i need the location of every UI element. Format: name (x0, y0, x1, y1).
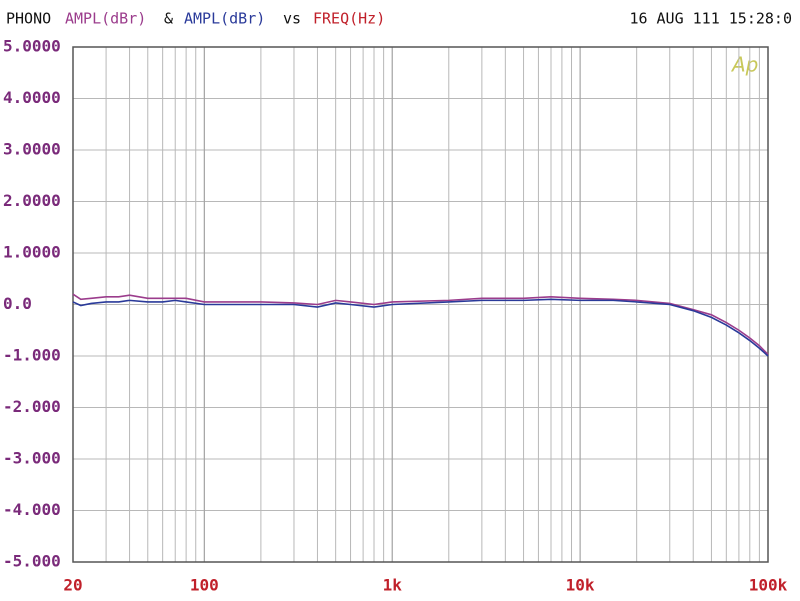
versus: vs (283, 10, 301, 28)
y-tick-label: 3.0000 (3, 140, 61, 159)
y-tick-label: -1.000 (3, 346, 61, 365)
y-tick-label: 2.0000 (3, 191, 61, 210)
y-tick-label: 4.0000 (3, 88, 61, 107)
prefix: PHONO (6, 10, 51, 28)
series-label: AMPL(dBr) (184, 10, 265, 28)
x-tick-label: 100 (190, 576, 219, 595)
y-tick-label: 1.0000 (3, 243, 61, 262)
series-line (72, 293, 769, 356)
joiner: & (164, 10, 173, 28)
x-tick-label: 1k (383, 576, 403, 595)
series-line (72, 298, 769, 357)
logo: Ap (730, 53, 758, 77)
x-axis-label: FREQ(Hz) (313, 10, 385, 28)
x-tick-label: 100k (749, 576, 788, 595)
plot-border (72, 46, 769, 563)
y-tick-label: 0.0 (3, 294, 32, 313)
y-tick-label: -3.000 (3, 449, 61, 468)
y-tick-label: -2.000 (3, 397, 61, 416)
x-tick-label: 20 (63, 576, 82, 595)
y-tick-label: -5.000 (3, 552, 61, 571)
y-tick-label: 5.0000 (3, 37, 61, 56)
y-tick-label: -4.000 (3, 500, 61, 519)
x-tick-label: 10k (566, 576, 595, 595)
series-label: AMPL(dBr) (65, 10, 146, 28)
timestamp: 16 AUG 111 15:28:0 (629, 10, 792, 28)
